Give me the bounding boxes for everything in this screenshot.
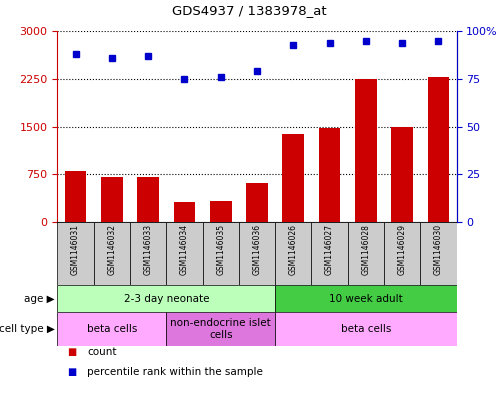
Bar	[282, 134, 304, 222]
FancyBboxPatch shape	[166, 222, 203, 285]
Text: GDS4937 / 1383978_at: GDS4937 / 1383978_at	[172, 4, 327, 17]
FancyBboxPatch shape	[94, 222, 130, 285]
Bar	[174, 202, 195, 222]
Bar	[65, 171, 86, 222]
Bar	[355, 79, 377, 222]
Bar	[246, 183, 268, 222]
Text: GSM1146029: GSM1146029	[398, 224, 407, 275]
Text: GSM1146033: GSM1146033	[144, 224, 153, 275]
FancyBboxPatch shape	[239, 222, 275, 285]
Bar	[101, 177, 123, 222]
Text: cell type ▶: cell type ▶	[0, 324, 55, 334]
Bar	[319, 128, 340, 222]
Bar	[137, 177, 159, 222]
Text: ■: ■	[67, 367, 77, 377]
Text: 10 week adult: 10 week adult	[329, 294, 403, 304]
FancyBboxPatch shape	[384, 222, 420, 285]
Text: ■: ■	[67, 347, 77, 357]
FancyBboxPatch shape	[275, 222, 311, 285]
Text: GSM1146026: GSM1146026	[289, 224, 298, 275]
Text: GSM1146027: GSM1146027	[325, 224, 334, 275]
FancyBboxPatch shape	[311, 222, 348, 285]
FancyBboxPatch shape	[348, 222, 384, 285]
Text: beta cells: beta cells	[87, 324, 137, 334]
FancyBboxPatch shape	[166, 312, 275, 346]
Text: age ▶: age ▶	[24, 294, 55, 304]
FancyBboxPatch shape	[130, 222, 166, 285]
FancyBboxPatch shape	[57, 222, 94, 285]
FancyBboxPatch shape	[275, 312, 457, 346]
Text: GSM1146030: GSM1146030	[434, 224, 443, 275]
Text: GSM1146035: GSM1146035	[216, 224, 225, 275]
FancyBboxPatch shape	[57, 312, 166, 346]
Text: GSM1146031: GSM1146031	[71, 224, 80, 275]
Text: GSM1146032: GSM1146032	[107, 224, 116, 275]
FancyBboxPatch shape	[203, 222, 239, 285]
Text: 2-3 day neonate: 2-3 day neonate	[124, 294, 209, 304]
Text: beta cells: beta cells	[341, 324, 391, 334]
Bar	[428, 77, 449, 222]
FancyBboxPatch shape	[275, 285, 457, 312]
Text: percentile rank within the sample: percentile rank within the sample	[87, 367, 263, 377]
FancyBboxPatch shape	[57, 285, 275, 312]
Text: non-endocrine islet
cells: non-endocrine islet cells	[170, 318, 271, 340]
FancyBboxPatch shape	[420, 222, 457, 285]
Text: count: count	[87, 347, 117, 357]
Text: GSM1146036: GSM1146036	[252, 224, 261, 275]
Bar	[210, 201, 232, 222]
Text: GSM1146028: GSM1146028	[361, 224, 370, 275]
Bar	[391, 127, 413, 222]
Text: GSM1146034: GSM1146034	[180, 224, 189, 275]
